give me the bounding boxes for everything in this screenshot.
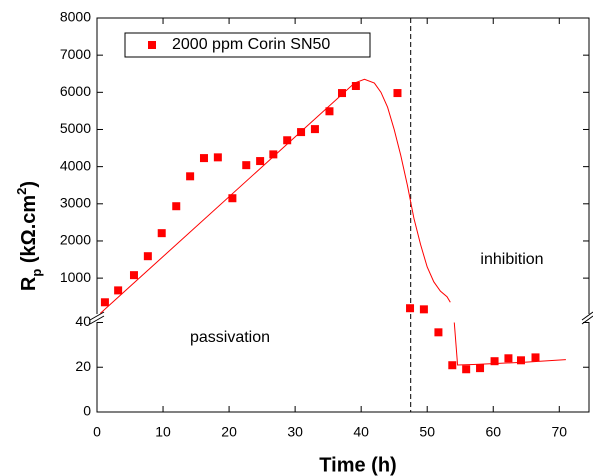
fit-line <box>453 322 566 366</box>
point <box>338 89 347 98</box>
x-axis-label: Time (h) <box>319 454 396 476</box>
point <box>157 229 166 238</box>
point <box>448 361 457 370</box>
y-label-part: (kΩ.cm <box>18 195 40 269</box>
y-tick-label: 3000 <box>60 195 91 211</box>
point <box>434 328 443 337</box>
point <box>114 286 123 295</box>
point <box>393 89 402 98</box>
y-tick-label: 20 <box>75 358 91 374</box>
point <box>199 154 208 163</box>
point <box>406 304 415 313</box>
point <box>242 161 251 170</box>
point <box>283 136 292 145</box>
x-tick-label: 30 <box>287 424 303 440</box>
annotation: passivation <box>190 329 270 346</box>
point <box>143 252 152 261</box>
point <box>310 125 319 134</box>
x-tick-label: 60 <box>485 424 501 440</box>
point <box>228 194 237 203</box>
point <box>504 354 513 363</box>
y-label-part: ) <box>18 181 40 188</box>
legend-marker <box>148 41 156 49</box>
y-label-part: 2 <box>14 188 29 195</box>
axis-break-gap <box>581 314 593 322</box>
x-tick-label: 0 <box>93 424 101 440</box>
point <box>269 150 278 159</box>
point <box>490 357 499 366</box>
axis-break <box>89 315 105 325</box>
y-tick-label: 1000 <box>60 269 91 285</box>
point <box>172 202 181 211</box>
y-tick-label: 4000 <box>60 157 91 173</box>
legend-label: 2000 ppm Corin SN50 <box>172 36 330 53</box>
x-tick-label: 20 <box>221 424 237 440</box>
legend <box>124 32 371 58</box>
point <box>516 356 525 365</box>
point <box>186 172 195 181</box>
point <box>213 153 222 162</box>
axis-break-gap <box>89 314 105 322</box>
axis-break <box>581 311 593 321</box>
y-tick-label: 8000 <box>60 9 91 25</box>
y-label-part: R <box>18 276 40 291</box>
y-axis-label: Rp (kΩ.cm2) <box>14 181 44 291</box>
x-tick-label: 40 <box>353 424 369 440</box>
x-tick-label: 70 <box>551 424 567 440</box>
point <box>325 107 334 116</box>
y-tick-label: 0 <box>83 403 91 419</box>
point <box>462 365 471 374</box>
point <box>531 353 540 362</box>
point <box>297 128 306 137</box>
axis-break <box>89 311 105 321</box>
fit-line <box>99 78 451 314</box>
y-tick-label: 5000 <box>60 120 91 136</box>
point <box>419 305 428 314</box>
plot-frame <box>96 17 590 413</box>
point <box>100 298 109 307</box>
y-tick-label: 6000 <box>60 83 91 99</box>
point <box>256 157 265 166</box>
point <box>351 82 360 91</box>
y-label-part: p <box>29 269 44 277</box>
y-tick-label: 2000 <box>60 232 91 248</box>
y-tick-label: 7000 <box>60 46 91 62</box>
point <box>476 364 485 373</box>
x-tick-label: 10 <box>155 424 171 440</box>
point <box>129 271 138 280</box>
x-tick-label: 50 <box>419 424 435 440</box>
y-tick-label: 40 <box>75 313 91 329</box>
annotation: inhibition <box>480 251 543 268</box>
